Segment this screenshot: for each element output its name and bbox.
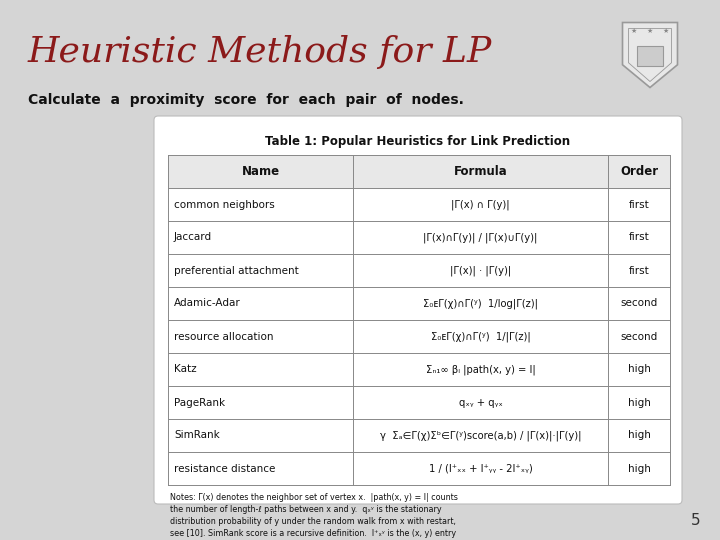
Text: the number of length-ℓ paths between x and y.  qₓʸ is the stationary: the number of length-ℓ paths between x a…	[170, 505, 441, 514]
Text: ★: ★	[647, 28, 653, 33]
Text: distribution probability of y under the random walk from x with restart,: distribution probability of y under the …	[170, 517, 456, 526]
Text: |Γ(x) ∩ Γ(y)|: |Γ(x) ∩ Γ(y)|	[451, 199, 510, 210]
Text: second: second	[621, 332, 657, 341]
Text: qₓᵧ + qᵧₓ: qₓᵧ + qᵧₓ	[459, 397, 503, 408]
Text: Σₙ₁∞ βₗ |path(x, y) = l|: Σₙ₁∞ βₗ |path(x, y) = l|	[426, 364, 536, 375]
Text: high: high	[628, 463, 650, 474]
Text: high: high	[628, 364, 650, 375]
Text: 5: 5	[690, 513, 700, 528]
Text: first: first	[629, 199, 649, 210]
Text: 1 / (l⁺ₓₓ + l⁺ᵧᵧ - 2l⁺ₓᵧ): 1 / (l⁺ₓₓ + l⁺ᵧᵧ - 2l⁺ₓᵧ)	[428, 463, 532, 474]
Text: common neighbors: common neighbors	[174, 199, 275, 210]
Text: Σ₀ᴇΓ(χ)∩Γ(ʸ)  1/|Γ(z)|: Σ₀ᴇΓ(χ)∩Γ(ʸ) 1/|Γ(z)|	[431, 331, 531, 342]
Text: γ  Σₐ∈Γ(χ)Σᵇ∈Γ(ʸ)score(a,b) / |Γ(x)|·|Γ(y)|: γ Σₐ∈Γ(χ)Σᵇ∈Γ(ʸ)score(a,b) / |Γ(x)|·|Γ(y…	[379, 430, 581, 441]
Text: Calculate  a  proximity  score  for  each  pair  of  nodes.: Calculate a proximity score for each pai…	[28, 93, 464, 107]
Text: Table 1: Popular Heuristics for Link Prediction: Table 1: Popular Heuristics for Link Pre…	[266, 136, 570, 148]
Text: Heuristic Methods for LP: Heuristic Methods for LP	[28, 35, 492, 69]
Text: |Γ(x)∩Γ(y)| / |Γ(x)∪Γ(y)|: |Γ(x)∩Γ(y)| / |Γ(x)∪Γ(y)|	[423, 232, 538, 243]
Text: Jaccard: Jaccard	[174, 233, 212, 242]
Text: |Γ(x)| · |Γ(y)|: |Γ(x)| · |Γ(y)|	[450, 265, 511, 276]
Text: Notes: Γ(x) denotes the neighbor set of vertex x.  |path(x, y) = l| counts: Notes: Γ(x) denotes the neighbor set of …	[170, 493, 458, 502]
Text: second: second	[621, 299, 657, 308]
Text: Σ₀ᴇΓ(χ)∩Γ(ʸ)  1/log|Γ(z)|: Σ₀ᴇΓ(χ)∩Γ(ʸ) 1/log|Γ(z)|	[423, 298, 538, 309]
Text: PageRank: PageRank	[174, 397, 225, 408]
Text: see [10]. SimRank score is a recursive definition.  l⁺ₓʸ is the (x, y) entry: see [10]. SimRank score is a recursive d…	[170, 529, 456, 538]
Text: Katz: Katz	[174, 364, 197, 375]
Text: high: high	[628, 397, 650, 408]
Bar	[168, 155, 670, 188]
Text: ★: ★	[663, 28, 669, 33]
Text: first: first	[629, 266, 649, 275]
Text: Adamic-Adar: Adamic-Adar	[174, 299, 240, 308]
Text: resource allocation: resource allocation	[174, 332, 274, 341]
FancyBboxPatch shape	[154, 116, 682, 504]
Text: preferential attachment: preferential attachment	[174, 266, 299, 275]
Text: first: first	[629, 233, 649, 242]
Text: Order: Order	[620, 165, 658, 178]
Text: resistance distance: resistance distance	[174, 463, 275, 474]
Text: high: high	[628, 430, 650, 441]
Text: ★: ★	[631, 28, 637, 33]
Text: SimRank: SimRank	[174, 430, 220, 441]
FancyBboxPatch shape	[637, 46, 663, 66]
Text: Name: Name	[241, 165, 279, 178]
Polygon shape	[623, 23, 678, 87]
Text: Formula: Formula	[454, 165, 508, 178]
